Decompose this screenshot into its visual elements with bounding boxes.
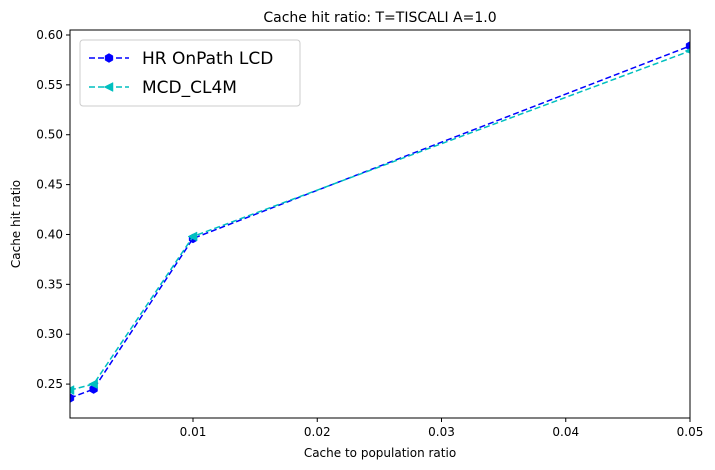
- y-axis-label: Cache hit ratio: [9, 180, 23, 268]
- plot-area: [70, 41, 690, 403]
- legend-item: HR OnPath LCD: [89, 49, 273, 69]
- series-1: [70, 48, 690, 395]
- x-tick-label: 0.03: [428, 425, 455, 439]
- y-tick-label: 0.40: [36, 227, 63, 241]
- data-point: [88, 379, 98, 389]
- x-axis-label: Cache to population ratio: [304, 446, 456, 460]
- y-tick-label: 0.30: [36, 327, 63, 341]
- series-line: [70, 50, 690, 391]
- x-axis: 0.01 0.02 0.03 0.04 0.05: [180, 418, 704, 439]
- data-point: [70, 385, 75, 395]
- legend-marker: [104, 53, 114, 63]
- data-point: [187, 231, 198, 242]
- y-tick-label: 0.60: [36, 28, 63, 42]
- legend-label: HR OnPath LCD: [142, 49, 273, 69]
- legend-item: MCD_CL4M: [89, 78, 237, 98]
- x-tick-label: 0.02: [304, 425, 331, 439]
- y-tick-label: 0.45: [36, 178, 63, 192]
- data-point: [685, 41, 690, 51]
- y-tick-label: 0.25: [36, 377, 63, 391]
- y-tick-label: 0.55: [36, 78, 63, 92]
- legend: HR OnPath LCD MCD_CL4M: [79, 39, 301, 107]
- series-line: [70, 45, 690, 399]
- y-axis: 0.25 0.30 0.35 0.40 0.45 0.50 0.55 0.60: [36, 28, 70, 391]
- y-tick-label: 0.50: [36, 128, 63, 142]
- x-tick-label: 0.04: [552, 425, 579, 439]
- chart-title: Cache hit ratio: T=TISCALI A=1.0: [263, 10, 496, 26]
- x-tick-label: 0.05: [677, 425, 704, 439]
- x-tick-label: 0.01: [180, 425, 207, 439]
- legend-label: MCD_CL4M: [142, 78, 237, 98]
- y-tick-label: 0.35: [36, 277, 63, 291]
- legend-box: [79, 39, 301, 107]
- plot-frame: [69, 29, 691, 419]
- data-point: [70, 393, 75, 403]
- legend-marker: [103, 82, 114, 92]
